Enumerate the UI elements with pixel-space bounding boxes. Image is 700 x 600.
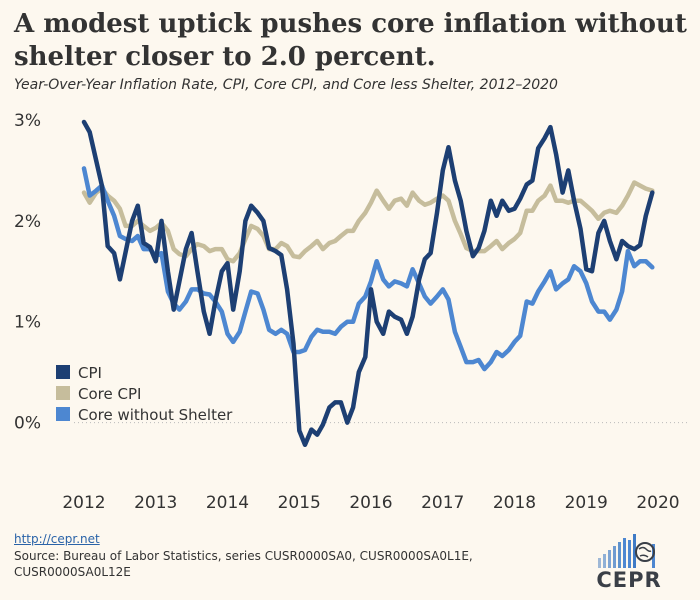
x-tick-label: 2017: [421, 493, 464, 513]
cepr-link[interactable]: http://cepr.net: [14, 532, 100, 546]
y-axis-ticks: 0% 1% 2% 3%: [14, 111, 41, 434]
y-tick-label: 2%: [14, 212, 41, 232]
cepr-logo: CEPR: [594, 530, 664, 592]
x-tick-label: 2012: [62, 493, 105, 513]
series-line-core-without-shelter: [81, 166, 655, 372]
y-tick-label: 0%: [14, 414, 41, 434]
source-note: Source: Bureau of Labor Statistics, seri…: [14, 549, 473, 579]
legend-label: Core CPI: [78, 385, 141, 403]
legend: CPI Core CPI Core without Shelter: [56, 364, 233, 424]
x-tick-label: 2020: [636, 493, 679, 513]
x-tick-label: 2015: [278, 493, 321, 513]
series-layer: [81, 119, 655, 448]
chart-title: A modest uptick pushes core inflation wi…: [14, 9, 687, 72]
x-tick-label: 2018: [493, 493, 536, 513]
chart-subtitle: Year-Over-Year Inflation Rate, CPI, Core…: [14, 77, 558, 93]
x-tick-label: 2016: [349, 493, 392, 513]
series-line-cpi: [81, 119, 655, 448]
x-tick-label: 2013: [134, 493, 177, 513]
logo-text: CEPR: [596, 568, 662, 592]
legend-swatch: [56, 407, 70, 421]
inflation-line-chart: 0%1%2%3% 2012 2013 2014 2015 2016 2017 2018 201…: [14, 111, 688, 513]
legend-swatch: [56, 386, 70, 400]
x-tick-label: 2019: [565, 493, 608, 513]
y-tick-label: 1%: [14, 313, 41, 333]
x-axis-ticks: 2012 2013 2014 2015 2016 2017 2018 2019 2020: [62, 493, 679, 513]
legend-swatch: [56, 365, 70, 379]
legend-label: Core without Shelter: [78, 406, 233, 424]
y-tick-label: 3%: [14, 111, 41, 131]
x-tick-label: 2014: [206, 493, 249, 513]
legend-label: CPI: [78, 364, 102, 382]
bar-globe-logo-icon: [598, 534, 655, 568]
series-line-core-cpi: [81, 180, 655, 264]
